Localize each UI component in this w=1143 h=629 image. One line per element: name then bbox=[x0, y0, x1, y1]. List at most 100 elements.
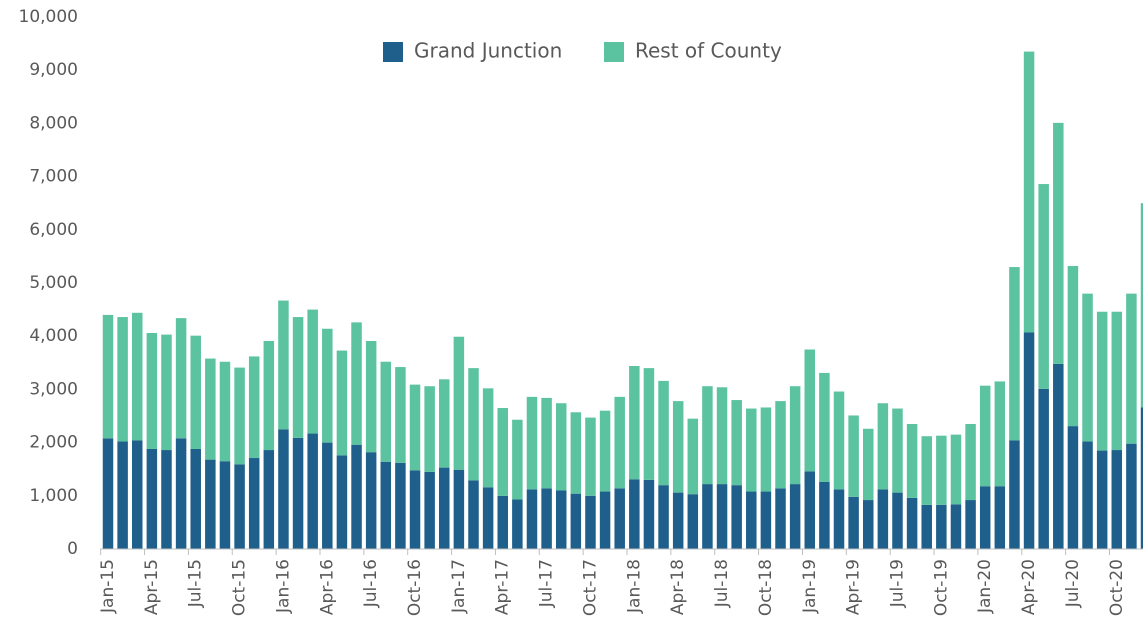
bar-segment bbox=[716, 387, 728, 485]
bar-segment bbox=[775, 488, 786, 549]
bar-segment bbox=[936, 504, 947, 549]
bar-segment bbox=[424, 471, 435, 549]
y-tick-label: 10,000 bbox=[19, 7, 78, 27]
bar-segment bbox=[906, 423, 918, 498]
bar-segment bbox=[833, 391, 845, 490]
y-tick-label: 4,000 bbox=[29, 326, 78, 346]
bar-segment bbox=[248, 356, 260, 459]
x-tick-label: Oct-19 bbox=[931, 559, 951, 616]
y-tick-label: 9,000 bbox=[29, 60, 78, 80]
x-tick-label: Jul-17 bbox=[537, 559, 557, 608]
bar-segment bbox=[292, 437, 304, 549]
bar-segment bbox=[585, 417, 596, 496]
bar-segment bbox=[585, 495, 596, 549]
y-tick-label: 1,000 bbox=[29, 486, 78, 506]
bar-segment bbox=[979, 385, 991, 487]
bar-segment bbox=[629, 479, 640, 549]
legend-swatch bbox=[604, 42, 624, 62]
bar-segment bbox=[746, 491, 757, 549]
bar-segment bbox=[804, 349, 816, 472]
bar-segment bbox=[365, 340, 377, 453]
x-tick-label: Apr-16 bbox=[317, 559, 337, 615]
bar-segment bbox=[336, 350, 348, 456]
bar-segment bbox=[789, 484, 801, 549]
bar-segment bbox=[117, 441, 128, 549]
y-tick-label: 7,000 bbox=[29, 167, 78, 187]
bar-segment bbox=[263, 340, 275, 451]
bar-segment bbox=[234, 367, 245, 465]
bar-segment bbox=[892, 492, 903, 549]
bar-segment bbox=[921, 504, 932, 549]
bar-segment bbox=[395, 367, 406, 463]
bar-segment bbox=[672, 401, 684, 493]
bar-segment bbox=[541, 397, 552, 489]
bar-segment bbox=[862, 428, 874, 501]
bar-segment bbox=[102, 314, 114, 439]
bar-segment bbox=[760, 407, 772, 492]
y-tick-label: 3,000 bbox=[29, 379, 78, 399]
bar-segment bbox=[614, 488, 625, 549]
bar-segment bbox=[205, 459, 216, 549]
bar-segment bbox=[1126, 293, 1137, 444]
legend-swatch bbox=[383, 42, 403, 62]
x-tick-label: Jan-18 bbox=[624, 559, 644, 614]
bar-segment bbox=[570, 412, 582, 494]
bar-segment bbox=[1082, 441, 1093, 549]
bar-segment bbox=[1067, 265, 1079, 427]
bar-segment bbox=[1082, 293, 1093, 442]
x-tick-label: Oct-18 bbox=[756, 559, 776, 616]
bar-segment bbox=[131, 312, 143, 441]
bar-segment bbox=[278, 429, 289, 549]
bar-segment bbox=[994, 381, 1006, 487]
bar-segment bbox=[702, 386, 713, 485]
legend-label: Grand Junction bbox=[414, 39, 562, 63]
bar-segment bbox=[906, 497, 918, 549]
bar-segment bbox=[526, 489, 538, 549]
bar-segment bbox=[687, 418, 699, 495]
x-tick-label: Jul-15 bbox=[186, 559, 206, 608]
bar-segment bbox=[497, 495, 508, 549]
bar-segment bbox=[526, 396, 538, 490]
bar-segment bbox=[395, 462, 406, 549]
bar-segment bbox=[322, 442, 333, 549]
bar-segment bbox=[1053, 363, 1064, 549]
legend-label: Rest of County bbox=[635, 39, 782, 63]
bar-segment bbox=[862, 500, 874, 549]
bar-segment bbox=[658, 485, 669, 549]
y-tick-label: 5,000 bbox=[29, 273, 78, 293]
bar-segment bbox=[468, 480, 479, 549]
bar-segment bbox=[950, 504, 962, 549]
bar-segment bbox=[877, 403, 889, 490]
bar-segment bbox=[497, 408, 508, 496]
bar-segment bbox=[512, 419, 523, 500]
x-tick-label: Oct-17 bbox=[580, 559, 600, 616]
legend: Grand Junction Rest of County bbox=[383, 39, 782, 63]
bar-segment bbox=[1038, 184, 1049, 389]
bar-segment bbox=[161, 334, 172, 451]
bar-segment bbox=[555, 490, 567, 549]
y-tick-label: 6,000 bbox=[29, 220, 78, 240]
x-tick-label: Apr-20 bbox=[1019, 559, 1039, 615]
x-tick-label: Jul-16 bbox=[361, 559, 381, 608]
bar-segment bbox=[146, 333, 158, 449]
x-tick-label: Jul-18 bbox=[712, 559, 732, 608]
bar-segment bbox=[731, 485, 742, 549]
x-tick-label: Oct-20 bbox=[1107, 559, 1127, 616]
bar-segment bbox=[482, 487, 494, 549]
bar-segment bbox=[965, 500, 976, 549]
bar-segment bbox=[409, 470, 421, 549]
bar-segment bbox=[848, 415, 859, 497]
bar-segment bbox=[877, 489, 889, 549]
bar-segment bbox=[365, 452, 377, 549]
x-tick-label: Jan-20 bbox=[975, 559, 995, 614]
bar-segment bbox=[512, 499, 523, 549]
bar-segment bbox=[219, 461, 231, 549]
bar-segment bbox=[760, 491, 772, 549]
x-tick-label: Jan-15 bbox=[98, 559, 118, 614]
bar-segment bbox=[672, 492, 684, 549]
bar-segment bbox=[819, 481, 830, 549]
bar-segment bbox=[658, 380, 669, 486]
bar-segment bbox=[234, 464, 245, 549]
bar-segment bbox=[643, 479, 655, 549]
